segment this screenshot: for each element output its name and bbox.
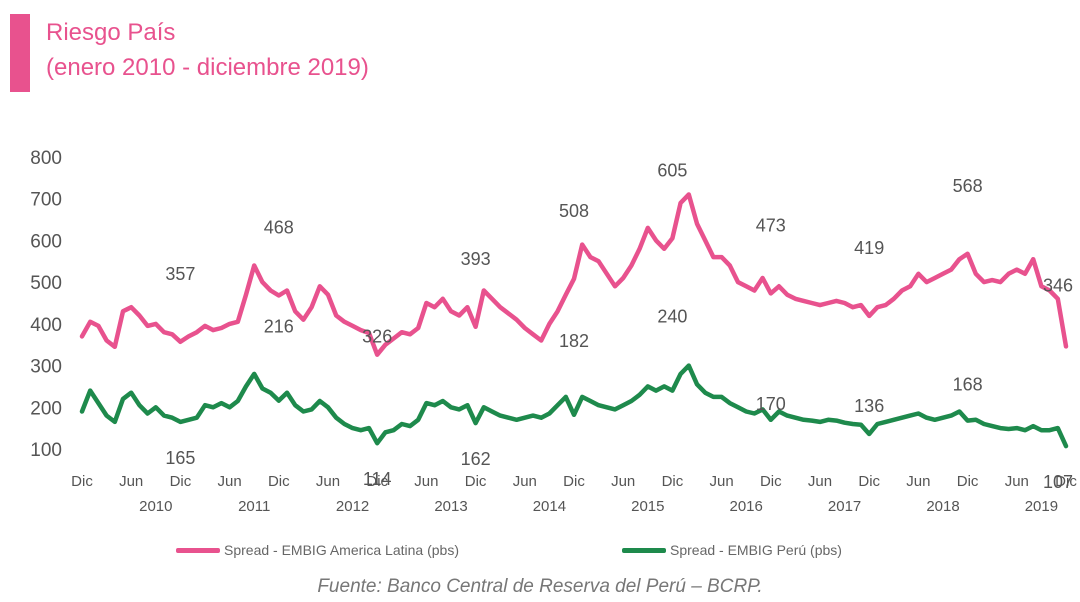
data-label: 346 bbox=[1043, 275, 1073, 295]
data-label: 508 bbox=[559, 201, 589, 221]
data-label: 468 bbox=[264, 217, 294, 237]
year-label: 2015 bbox=[631, 498, 664, 515]
y-tick-label: 400 bbox=[30, 315, 62, 336]
x-tick-label: Dic bbox=[858, 473, 880, 490]
year-label: 2019 bbox=[1025, 498, 1058, 515]
x-tick-label: Dic bbox=[957, 473, 979, 490]
source-note: Fuente: Banco Central de Reserva del Per… bbox=[317, 576, 763, 597]
chart-subtitle: (enero 2010 - diciembre 2019) bbox=[46, 54, 369, 81]
x-tick-label: Jun bbox=[414, 473, 438, 490]
x-tick-label: Jun bbox=[316, 473, 340, 490]
x-tick-label: Dic bbox=[1055, 473, 1077, 490]
data-label: 216 bbox=[264, 317, 294, 337]
legend-item-peru: Spread - EMBIG Perú (pbs) bbox=[622, 542, 842, 558]
y-tick-label: 100 bbox=[30, 440, 62, 461]
x-tick-label: Dic bbox=[760, 473, 782, 490]
legend-label-peru: Spread - EMBIG Perú (pbs) bbox=[670, 542, 842, 558]
y-tick-label: 200 bbox=[30, 398, 62, 419]
x-tick-label: Dic bbox=[465, 473, 487, 490]
y-tick-label: 800 bbox=[30, 148, 62, 169]
year-label: 2012 bbox=[336, 498, 369, 515]
x-tick-label: Jun bbox=[119, 473, 143, 490]
x-tick-label: Jun bbox=[906, 473, 930, 490]
series-line-america-latina bbox=[79, 192, 1069, 357]
data-label: 136 bbox=[854, 396, 884, 416]
x-tick-label: Jun bbox=[710, 473, 734, 490]
legend-swatch-peru bbox=[622, 547, 666, 553]
legend-label-america-latina: Spread - EMBIG America Latina (pbs) bbox=[224, 542, 459, 558]
year-label: 2014 bbox=[533, 498, 566, 515]
x-tick-label: Dic bbox=[563, 473, 585, 490]
legend-swatch-america-latina bbox=[176, 547, 220, 553]
x-tick-label: Dic bbox=[662, 473, 684, 490]
x-tick-label: Jun bbox=[1005, 473, 1029, 490]
data-label: 605 bbox=[657, 160, 687, 180]
data-label: 326 bbox=[362, 327, 392, 347]
data-label: 170 bbox=[756, 394, 786, 414]
data-label: 168 bbox=[953, 375, 983, 395]
x-tick-label: Dic bbox=[71, 473, 93, 490]
x-tick-label: Dic bbox=[268, 473, 290, 490]
x-tick-label: Jun bbox=[611, 473, 635, 490]
year-label: 2010 bbox=[139, 498, 172, 515]
year-label: 2018 bbox=[926, 498, 959, 515]
data-label: 473 bbox=[756, 215, 786, 235]
y-tick-label: 600 bbox=[30, 231, 62, 252]
data-label: 114 bbox=[363, 469, 392, 489]
line-chart: 100 200 300 400 500 600 700 800 Dic Jun Dic Jun Dic J… bbox=[30, 148, 1077, 515]
year-label: 2011 bbox=[238, 498, 270, 515]
data-label: 107 bbox=[1043, 472, 1073, 492]
data-label: 419 bbox=[854, 238, 884, 258]
data-label: 162 bbox=[461, 449, 491, 469]
data-label: 240 bbox=[657, 307, 687, 327]
y-tick-label: 300 bbox=[30, 357, 62, 378]
x-tick-label: Dic bbox=[170, 473, 192, 490]
x-tick-label: Jun bbox=[513, 473, 537, 490]
legend-item-america-latina: Spread - EMBIG America Latina (pbs) bbox=[176, 542, 459, 558]
y-tick-label: 700 bbox=[30, 190, 62, 211]
data-label: 568 bbox=[953, 176, 983, 196]
x-tick-label: Jun bbox=[808, 473, 832, 490]
chart-title: Riesgo País bbox=[46, 19, 176, 46]
data-label: 393 bbox=[461, 249, 491, 269]
data-label: 165 bbox=[165, 448, 195, 468]
year-label: 2017 bbox=[828, 498, 861, 515]
series-line-peru bbox=[79, 363, 1069, 449]
year-label: 2013 bbox=[434, 498, 467, 515]
x-tick-label: Jun bbox=[218, 473, 242, 490]
data-label: 357 bbox=[165, 264, 195, 284]
year-label: 2016 bbox=[730, 498, 763, 515]
x-tick-label: Dic bbox=[366, 473, 388, 490]
title-accent-bar bbox=[10, 14, 30, 92]
data-label: 182 bbox=[559, 331, 589, 351]
y-tick-label: 500 bbox=[30, 273, 62, 294]
